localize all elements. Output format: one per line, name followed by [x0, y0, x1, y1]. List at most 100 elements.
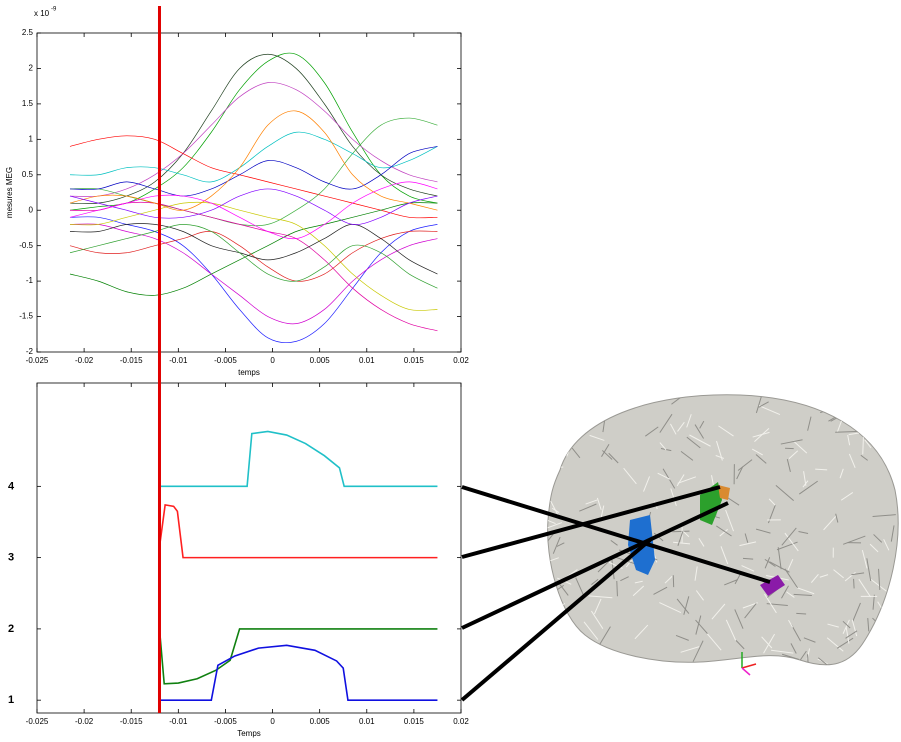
facet-edge: [793, 593, 812, 596]
facet-edge: [682, 530, 690, 538]
facet-edge: [589, 434, 605, 441]
series-line: [69, 53, 438, 205]
facet-edge: [590, 610, 604, 629]
series-line: [69, 188, 438, 225]
facet-edge: [737, 459, 753, 471]
facet-edge: [695, 590, 704, 601]
y-tick-label: -0.5: [19, 241, 33, 250]
facet-edge: [754, 427, 770, 442]
connector: [461, 485, 771, 584]
facet-edge: [608, 452, 619, 464]
facet-edge: [869, 578, 887, 592]
series-line: [69, 224, 438, 289]
x-tick-label: -0.02: [75, 717, 94, 726]
facet-edge: [847, 434, 851, 446]
x-tick-label: -0.025: [26, 717, 49, 726]
facet-edge: [843, 535, 866, 545]
facet-edge: [833, 569, 844, 579]
brain-render: [547, 378, 899, 688]
facet-edge: [699, 420, 705, 429]
facet-edge: [741, 565, 755, 572]
y-tick-label: 2: [29, 64, 34, 73]
connector: [460, 538, 652, 702]
source-patch: [760, 575, 785, 596]
facet-edge: [852, 602, 861, 622]
facet-edge: [726, 496, 740, 506]
series-line: [69, 201, 438, 332]
facet-edge: [820, 406, 837, 414]
facet-edge: [583, 621, 599, 640]
facet-edge: [850, 663, 871, 665]
facet-edge: [819, 574, 829, 578]
facet-edge: [776, 541, 798, 551]
facet-edge: [744, 603, 757, 619]
facet-edge: [861, 550, 868, 569]
facet-edge: [566, 406, 577, 409]
facet-edge: [878, 631, 892, 637]
x-tick-label: -0.015: [120, 717, 143, 726]
facet-edge: [764, 558, 776, 567]
series-line: [69, 216, 438, 344]
facet-edge: [695, 619, 708, 634]
facet-edge: [752, 431, 770, 438]
facet-edge: [793, 440, 808, 454]
facet-edge: [775, 484, 794, 502]
x-tick-label: 0.015: [404, 356, 425, 365]
series-group: [69, 52, 438, 344]
facet-edge: [788, 450, 799, 460]
facet-edge: [677, 476, 697, 484]
facet-edge: [796, 586, 815, 595]
facet-edge: [840, 492, 854, 501]
y-tick-label: 2: [8, 623, 14, 635]
facet-edge: [831, 378, 833, 392]
facet-edge: [549, 670, 554, 688]
connector: [461, 501, 729, 630]
facet-edge: [555, 414, 563, 421]
axis-line: [741, 667, 751, 676]
facet-edge: [725, 509, 735, 532]
x-axis-label: Temps: [237, 729, 261, 738]
facet-edge: [755, 394, 763, 414]
facet-edge: [692, 640, 704, 662]
facet-edge: [571, 447, 581, 459]
facet-edge: [620, 576, 629, 582]
facet-edge: [694, 566, 698, 581]
facet-edge: [798, 531, 809, 534]
facet-edge: [758, 401, 769, 408]
facet-edge: [823, 515, 837, 531]
facet-edge: [724, 579, 738, 586]
y-tick-label: -2: [26, 347, 34, 356]
facet-edge: [547, 519, 556, 525]
axis-line: [741, 663, 757, 669]
facet-edge: [680, 450, 694, 461]
facet-edge: [751, 448, 763, 456]
facet-edge: [871, 625, 890, 641]
facet-edge: [881, 658, 891, 664]
series-line: [69, 223, 438, 275]
facet-edge: [556, 420, 558, 441]
facet-edge: [557, 429, 567, 436]
facet-edge: [547, 455, 559, 458]
x-tick-label: 0.005: [310, 717, 331, 726]
facet-edge: [601, 443, 610, 457]
facet-edge: [706, 633, 722, 651]
orientation-axes: [741, 652, 757, 676]
facet-edge: [686, 414, 692, 428]
facet-edge: [670, 423, 677, 435]
facet-edge: [719, 528, 729, 537]
facet-edge: [656, 667, 674, 668]
facet-edge: [860, 454, 868, 461]
facet-edge: [720, 546, 729, 565]
facet-edge: [718, 425, 734, 437]
facet-edge: [784, 568, 798, 589]
facet-edge: [715, 455, 725, 459]
series-line: [159, 644, 438, 701]
x-tick-label: -0.005: [214, 356, 237, 365]
facet-edge: [782, 667, 784, 675]
facet-edge: [886, 406, 892, 421]
y-tick-label: 0: [29, 205, 34, 214]
facet-edge: [611, 556, 615, 580]
facet-edge: [872, 394, 884, 400]
facet-edge: [873, 534, 883, 543]
facet-edge: [596, 497, 602, 511]
